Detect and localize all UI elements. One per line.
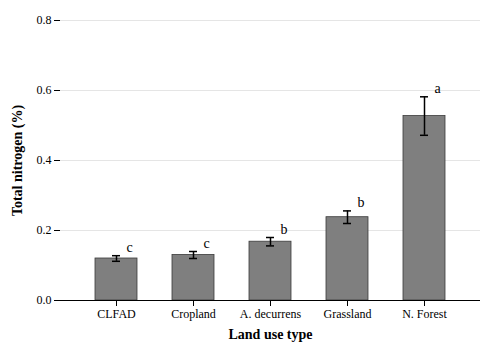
svg-text:Total nitrogen (%): Total nitrogen (%)	[10, 105, 26, 217]
svg-text:0.6: 0.6	[37, 83, 52, 97]
svg-text:0.2: 0.2	[37, 223, 52, 237]
svg-text:A. decurrens: A. decurrens	[240, 307, 302, 321]
svg-text:Cropland: Cropland	[171, 307, 216, 321]
svg-text:CLFAD: CLFAD	[97, 307, 136, 321]
svg-text:c: c	[204, 236, 210, 251]
svg-text:Grassland: Grassland	[324, 307, 372, 321]
svg-text:N. Forest: N. Forest	[402, 307, 447, 321]
svg-text:0.4: 0.4	[37, 153, 52, 167]
svg-text:b: b	[358, 195, 365, 210]
svg-text:0.8: 0.8	[37, 13, 52, 27]
svg-text:a: a	[435, 81, 442, 96]
svg-text:c: c	[127, 240, 133, 255]
svg-text:b: b	[281, 222, 288, 237]
svg-text:0.0: 0.0	[37, 293, 52, 307]
svg-text:Land use type: Land use type	[228, 327, 312, 342]
